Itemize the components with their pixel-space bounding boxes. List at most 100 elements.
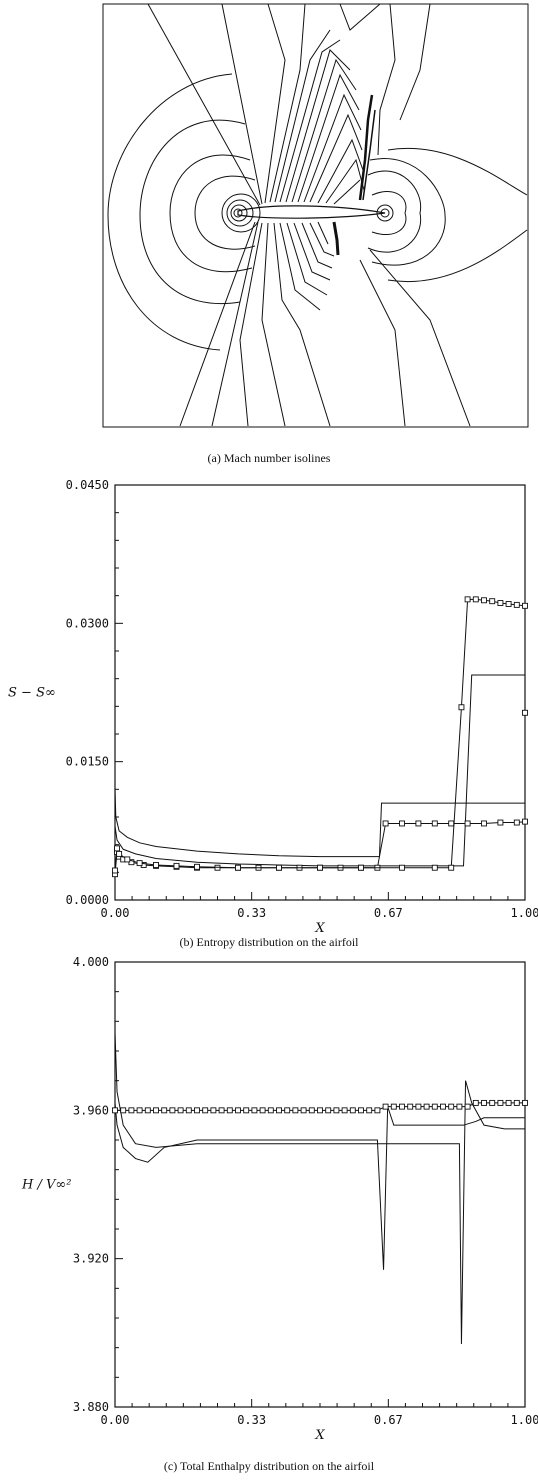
enthalpy-chart: 0.00 0.33 0.67 1.00 3.880 3.920 3.960 4.000 X H /… xyxy=(21,955,538,1443)
entropy-series-4-marker xyxy=(276,864,282,871)
entropy-series-1-line xyxy=(114,789,525,858)
te-isoline xyxy=(367,170,422,253)
entropy-y-tick-label: 0.0000 xyxy=(66,893,109,907)
upper-fan-isoline xyxy=(279,39,341,203)
airfoil-outline xyxy=(237,205,386,219)
entropy-series-4-marker xyxy=(136,860,143,867)
lower-fan-isoline xyxy=(261,222,286,427)
enthalpy-series-3-marker xyxy=(210,1107,217,1114)
enthalpy-series-3-marker xyxy=(440,1103,446,1110)
entropy-series-4-marker xyxy=(448,864,455,871)
upper-fan-isoline xyxy=(274,29,331,203)
lower-fan-isoline xyxy=(359,259,406,427)
upper-fan-isoline xyxy=(285,49,351,203)
entropy-caption: (b) Entropy distribution on the airfoil xyxy=(179,935,359,949)
upper-shock xyxy=(358,94,374,201)
le-isoline xyxy=(233,208,243,218)
le-isoline xyxy=(226,199,254,227)
enthalpy-x-tick-label: 0.33 xyxy=(237,1413,266,1427)
entropy-series-3-marker xyxy=(415,820,422,827)
enthalpy-series-3-marker xyxy=(489,1099,496,1106)
lower-fan-isoline xyxy=(317,221,329,245)
enthalpy-series-3-marker xyxy=(259,1107,266,1114)
enthalpy-series-3-marker xyxy=(505,1099,512,1106)
entropy-y-tick-label: 0.0300 xyxy=(66,616,109,630)
entropy-series-4-marker xyxy=(458,704,465,711)
enthalpy-series-3-marker xyxy=(366,1107,373,1114)
entropy-series-3-marker xyxy=(464,820,471,827)
upper-shock xyxy=(362,109,376,201)
lower-fan-isoline xyxy=(239,222,263,427)
entropy-plot-frame xyxy=(114,484,526,901)
enthalpy-series-3-marker xyxy=(522,1099,528,1106)
entropy-series-4-marker xyxy=(472,596,479,603)
enthalpy-series-3-marker xyxy=(284,1107,291,1114)
entropy-series-4-marker xyxy=(173,862,180,869)
mach-isoline-plot xyxy=(102,3,529,428)
entropy-series-3-marker xyxy=(497,819,504,826)
entropy-series-4-marker xyxy=(431,864,438,871)
enthalpy-series-3-marker xyxy=(169,1107,176,1114)
upper-fan-isoline xyxy=(377,3,396,156)
upper-fan-isoline xyxy=(269,3,306,203)
le-isoline xyxy=(169,154,253,273)
enthalpy-y-tick-label: 3.880 xyxy=(73,1400,109,1414)
enthalpy-series-3-marker xyxy=(267,1107,274,1114)
entropy-series-4-marker xyxy=(513,601,520,608)
enthalpy-series-3-marker xyxy=(120,1107,127,1114)
entropy-series-4-marker xyxy=(317,864,323,871)
entropy-series-4-marker xyxy=(464,596,471,603)
enthalpy-x-tick-label: 1.00 xyxy=(511,1413,538,1427)
te-isoline xyxy=(376,204,394,222)
upper-fan-isoline xyxy=(264,3,286,204)
entropy-series-4-marker xyxy=(112,867,118,874)
enthalpy-series-3-marker xyxy=(276,1107,282,1114)
enthalpy-series-3-marker xyxy=(472,1099,479,1106)
enthalpy-series-3-marker xyxy=(390,1103,397,1110)
entropy-series-3-marker xyxy=(513,819,520,826)
entropy-series-4-marker xyxy=(194,863,200,870)
entropy-series-4-marker xyxy=(489,598,496,605)
upper-fan-isoline xyxy=(303,93,362,203)
entropy-series-4-marker xyxy=(522,602,528,609)
lower-shock xyxy=(332,221,340,256)
enthalpy-series-3-marker xyxy=(456,1103,463,1110)
enthalpy-series-3-marker xyxy=(144,1107,151,1114)
le-isoline xyxy=(107,73,233,351)
enthalpy-series-3-marker xyxy=(431,1103,438,1110)
panel-entropy: 0.00 0.33 0.67 1.00 0.0000 0.0150 0.0300 0.0450… xyxy=(0,470,538,960)
enthalpy-x-tick-label: 0.67 xyxy=(374,1413,403,1427)
entropy-series-3-marker xyxy=(399,820,405,827)
enthalpy-series-3-marker xyxy=(333,1107,340,1114)
enthalpy-series-2-line xyxy=(114,1032,525,1344)
enthalpy-x-tick-label: 0.00 xyxy=(101,1413,130,1427)
entropy-series-4-marker xyxy=(481,597,487,604)
enthalpy-x-axis-label: X xyxy=(314,1428,325,1443)
enthalpy-series-3-marker xyxy=(407,1103,414,1110)
upper-fan-isoline xyxy=(309,113,363,203)
enthalpy-series-3-marker xyxy=(300,1107,307,1114)
entropy-series-3-marker xyxy=(431,820,438,827)
le-isoline xyxy=(139,119,246,304)
enthalpy-series-3-marker xyxy=(497,1099,504,1106)
enthalpy-series-3-marker xyxy=(292,1107,299,1114)
enthalpy-series-3-marker xyxy=(308,1107,315,1114)
te-isoline xyxy=(380,208,390,218)
upper-fan-isoline xyxy=(333,179,361,205)
entropy-series-3-marker xyxy=(382,820,389,827)
lower-fan-isoline xyxy=(211,221,259,427)
lower-fan-isoline xyxy=(293,222,331,281)
entropy-series-4-marker xyxy=(358,864,364,871)
enthalpy-series-3-marker xyxy=(177,1107,184,1114)
enthalpy-series-3-marker xyxy=(161,1107,168,1114)
entropy-series-4-marker xyxy=(497,600,504,606)
le-isoline xyxy=(194,175,256,250)
enthalpy-series-3-marker xyxy=(185,1107,192,1114)
entropy-series-3-marker xyxy=(448,820,455,827)
entropy-series-3-marker xyxy=(522,818,528,825)
entropy-series-4-marker xyxy=(399,864,405,871)
upper-fan-isoline xyxy=(297,73,360,203)
entropy-series-3-marker xyxy=(481,820,487,827)
entropy-series-4-marker xyxy=(153,862,159,868)
le-isoline xyxy=(230,204,248,222)
